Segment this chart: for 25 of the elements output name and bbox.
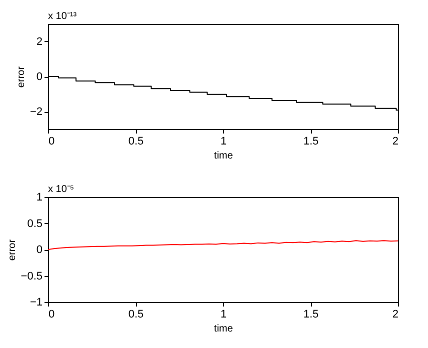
x-tick-label: 1 [220,308,227,320]
y-tick-label: −0.5 [20,270,42,282]
y-tick-label: 0 [36,244,42,256]
x-tick-label: 0.5 [128,136,144,148]
x-tick-label: 0.5 [128,308,144,320]
x-tick-label: 0 [48,136,55,148]
line-series [48,240,398,250]
y-tick-label: 0 [36,71,42,83]
y-tick-label: −1 [30,296,42,308]
x-tick-label: 1 [220,136,227,148]
x-tick-label: 1.5 [303,136,319,148]
y-tick-label: 1 [36,192,42,204]
text: x 10⁻¹³ [48,11,78,22]
x-tick-label: 2 [392,136,398,148]
x-axis-title: time [214,324,234,334]
y-tick-label: −2 [30,106,42,118]
x-axis-title: time [214,150,234,162]
x-tick-label: 2 [392,308,398,320]
text: x 10⁻⁵ [48,184,74,195]
y-axis-title: error [16,66,27,88]
x-tick-label: 1.5 [303,308,319,320]
y-tick-label: 2 [36,36,42,48]
y-tick-label: 0.5 [27,218,42,230]
x-tick-label: 0 [48,308,55,320]
y-axis-title: error [6,238,18,261]
